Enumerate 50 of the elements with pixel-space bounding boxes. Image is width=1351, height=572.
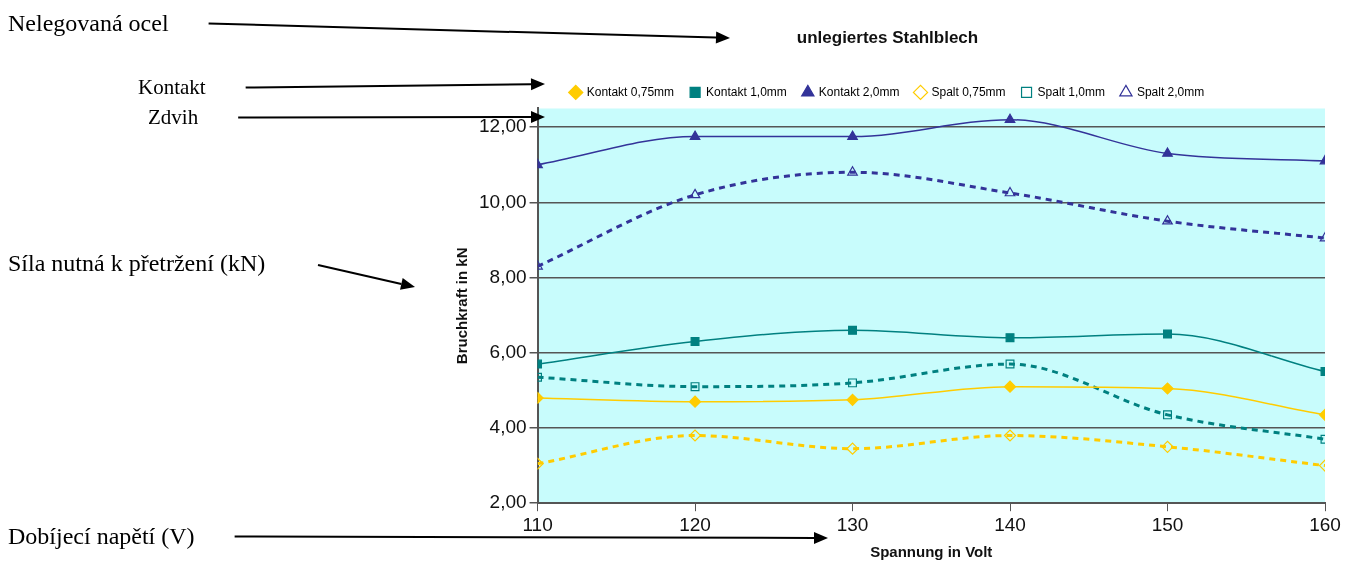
point [689, 188, 701, 199]
y-axis-title: Bruchkraft in kN [453, 247, 471, 365]
point [688, 395, 702, 408]
point [1003, 429, 1017, 442]
point [1162, 215, 1173, 225]
point [1161, 440, 1174, 453]
text: Nelegovaná ocel [8, 10, 169, 37]
point [846, 442, 859, 455]
point [848, 325, 858, 335]
point [847, 166, 858, 176]
text: Dobíjecí napětí (V) [8, 523, 195, 550]
y-tick-label: 6,00 [489, 341, 527, 363]
x-tick-label: 120 [679, 513, 711, 535]
point [1004, 186, 1016, 197]
legend-label: Kontakt 1,0mm [706, 84, 787, 99]
legend-label: Spalt 1,0mm [1037, 84, 1105, 99]
legend-label: Spalt 0,75mm [931, 84, 1006, 99]
point [1005, 359, 1015, 369]
x-tick-label: 150 [1151, 513, 1184, 535]
point [1004, 113, 1016, 124]
x-tick-label: 140 [994, 513, 1026, 535]
y-tick-label: 12,00 [479, 115, 527, 137]
point [689, 130, 701, 140]
point [848, 378, 858, 388]
x-axis-title: Spannung in Volt [870, 543, 993, 561]
y-tick-label: 2,00 [489, 491, 527, 513]
point [1163, 329, 1172, 339]
y-tick-label: 8,00 [489, 265, 527, 287]
point [690, 382, 700, 392]
point [690, 337, 700, 347]
text: Síla nutná k přetržení (kN) [8, 250, 267, 277]
x-tick-label: 110 [522, 513, 553, 535]
point [688, 429, 702, 442]
point [1003, 380, 1017, 393]
legend-label: Kontakt 0,75mm [586, 84, 675, 99]
legend-label: Kontakt 2,0mm [818, 84, 900, 99]
point [1162, 147, 1173, 157]
x-tick-label: 130 [836, 513, 869, 535]
text: Zdvih [148, 105, 199, 130]
chart-title: unlegiertes Stahlblech [796, 27, 979, 47]
y-tick-label: 10,00 [479, 190, 527, 212]
x-tick-label: 160 [1309, 513, 1341, 535]
point [1161, 382, 1174, 395]
point [1163, 410, 1172, 420]
point [846, 393, 859, 406]
text: Kontakt [138, 75, 206, 100]
point [1005, 333, 1015, 343]
y-tick-label: 4,00 [489, 416, 527, 438]
point [847, 130, 858, 140]
legend-label: Spalt 2,0mm [1136, 84, 1205, 99]
